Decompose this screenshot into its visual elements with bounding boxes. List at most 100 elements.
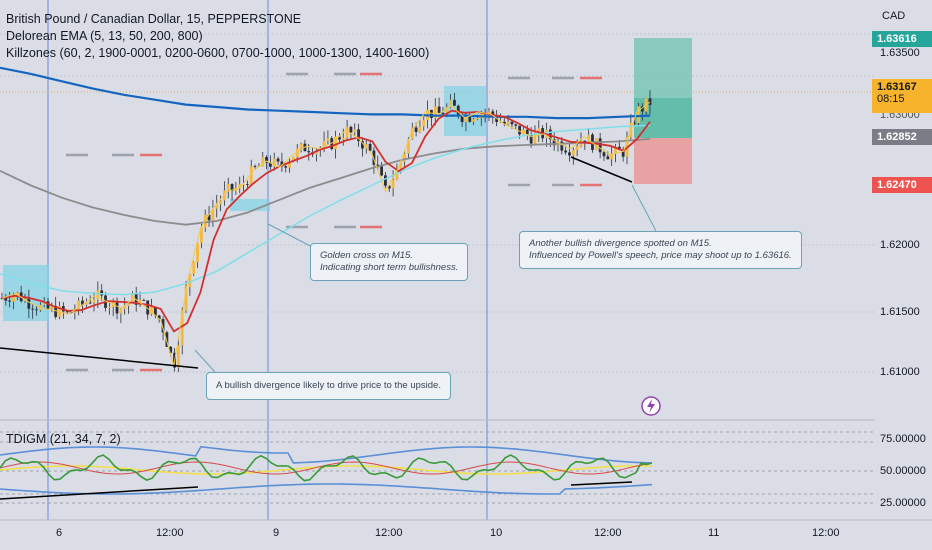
candle-body [571,149,575,156]
golden-cross-callout[interactable]: Golden cross on M15. Indicating short te… [310,243,469,281]
candle-body [284,166,288,168]
candle-body [487,111,491,114]
ema-indicator-label[interactable]: Delorean EMA (5, 13, 50, 200, 800) [6,29,203,43]
candle-body [380,166,383,176]
candle-body [107,306,111,308]
killzone-box [3,265,49,321]
candle-body [602,152,606,157]
candle-body [583,140,587,143]
killzone-levels [66,72,602,372]
candle-body [560,141,564,151]
candle-body [418,126,422,132]
osc-signal-yellow [0,465,653,475]
oscillator-label[interactable]: TDIGM (21, 34, 7, 2) [6,432,121,446]
candle-body [276,158,280,162]
candle-body [610,153,614,160]
candle-body [364,144,368,149]
callout-pointer [267,223,319,251]
candle-body [357,129,360,142]
candle-body [514,124,518,126]
candle-body [453,99,456,106]
candle-body [368,144,372,151]
candle-body [322,140,326,149]
callout-line: Indicating short term bullishness. [320,262,459,273]
ema-800-line [0,138,651,226]
y-tick: 1.62000 [880,239,920,251]
candle-body [249,166,253,185]
candle-body [621,149,625,157]
candle-body [387,185,391,189]
candle-body [207,214,211,221]
divergence-line [570,156,633,183]
candle-body [407,139,410,154]
candle-body [184,287,188,311]
candle-body [130,293,134,303]
candle-body [552,139,556,146]
candle-body [84,302,88,305]
candle-body [261,156,265,167]
osc-divergence-line [0,486,199,500]
candle-body [330,138,334,150]
osc-band-upper [0,445,653,464]
y-tick: 1.63500 [880,47,920,59]
candle-body [176,345,180,368]
candle-body [518,125,522,135]
candle-body [230,184,234,192]
current-price-badge: 1.63167 08:15 [872,79,932,113]
candle-body [464,117,468,123]
candle-body [502,121,506,125]
candle-body [568,152,571,156]
x-tick: 12:00 [594,527,622,539]
candle-body [280,161,284,167]
candle-body [192,262,196,275]
callout-pointer [194,349,216,373]
candle-body [234,188,238,192]
candle-body [153,306,157,316]
candle-body [15,292,19,296]
candle-body [81,300,84,305]
symbol-title[interactable]: British Pound / Canadian Dollar, 15, PEP… [6,12,302,26]
divergence-line [0,347,199,369]
candle-body [506,121,510,125]
divergence2-callout[interactable]: Another bullish divergence spotted on M1… [519,231,802,269]
candle-body [123,305,127,309]
candle-body [598,138,602,153]
osc-divergence-line [570,481,633,486]
osc-tick: 25.00000 [880,497,926,509]
candle-body [384,175,387,186]
candle-body [533,132,537,144]
candle-body [211,208,215,221]
candle-body [529,134,533,144]
candle-body [372,150,376,165]
candle-body [54,305,58,317]
callout-line: A bullish divergence likely to drive pri… [216,380,441,391]
candle-body [169,346,173,353]
ema-200-line [0,66,651,120]
candle-body [215,204,219,209]
candle-body [100,290,104,296]
divergence1-callout[interactable]: A bullish divergence likely to drive pri… [206,372,451,400]
osc-tick: 50.00000 [880,465,926,477]
callout-line: Golden cross on M15. [320,250,413,261]
candle-body [395,168,399,180]
candle-body [219,200,222,205]
candle-body [146,300,150,315]
candle-body [575,146,579,150]
candle-body [119,308,123,314]
callout-pointer [631,184,657,232]
x-tick: 10 [490,527,503,539]
y-tick: 1.61000 [880,366,920,378]
candle-body [161,319,165,333]
candle-body [180,310,184,346]
killzones-indicator-label[interactable]: Killzones (60, 2, 1900-0001, 0200-0600, … [6,46,430,60]
candle-body [399,161,403,169]
candle-body [4,298,8,301]
x-tick: 11 [708,527,720,539]
target-price-badge: 1.63616 [872,31,932,47]
candle-body [637,106,640,123]
candle-body [88,302,92,304]
candle-body [307,151,311,153]
candle-body [0,298,4,300]
ema-5-line [1,101,651,366]
